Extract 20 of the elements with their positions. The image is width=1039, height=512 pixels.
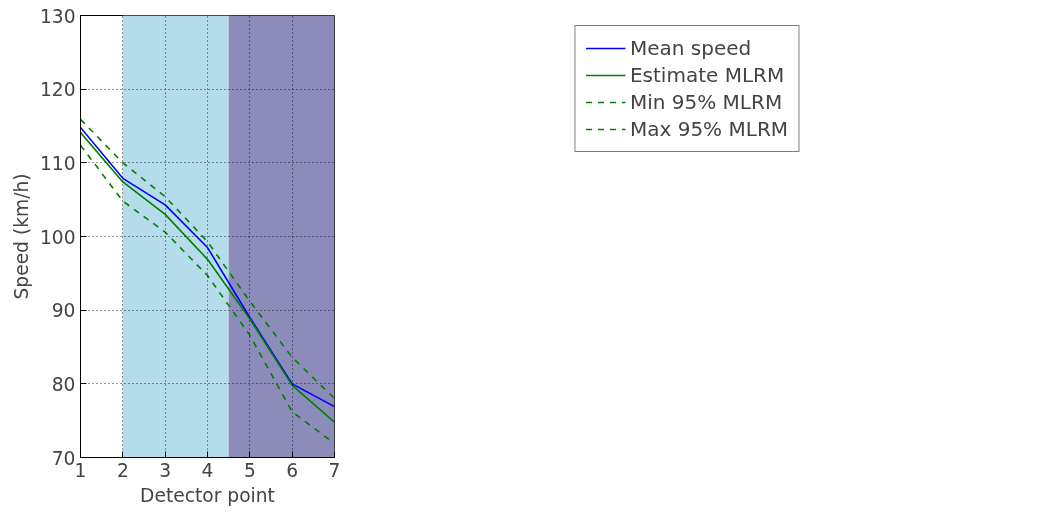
x-tick-label: 2 [116,459,129,481]
y-axis-title: Speed (km/h) [10,173,32,300]
y-tick-label: 70 [51,447,76,469]
legend-label: Min 95% MLRM [629,90,783,114]
y-tick-label: 120 [39,79,76,101]
x-axis-title: Detector point [140,484,275,506]
x-tick-label: 5 [243,459,256,481]
y-tick-label: 80 [51,373,76,395]
legend-label: Max 95% MLRM [629,117,789,141]
y-tick-label: 130 [39,5,76,27]
x-tick-label: 6 [286,459,299,481]
x-tick-label: 3 [159,459,172,481]
x-tick-label: 1 [74,459,87,481]
legend-label: Mean speed [629,36,752,60]
y-tick-label: 100 [39,226,76,248]
y-tick-label: 110 [39,152,76,174]
x-tick-label: 4 [201,459,214,481]
x-tick-label: 7 [328,459,341,481]
legend-label: Estimate MLRM [629,63,785,87]
y-tick-label: 90 [51,300,76,322]
